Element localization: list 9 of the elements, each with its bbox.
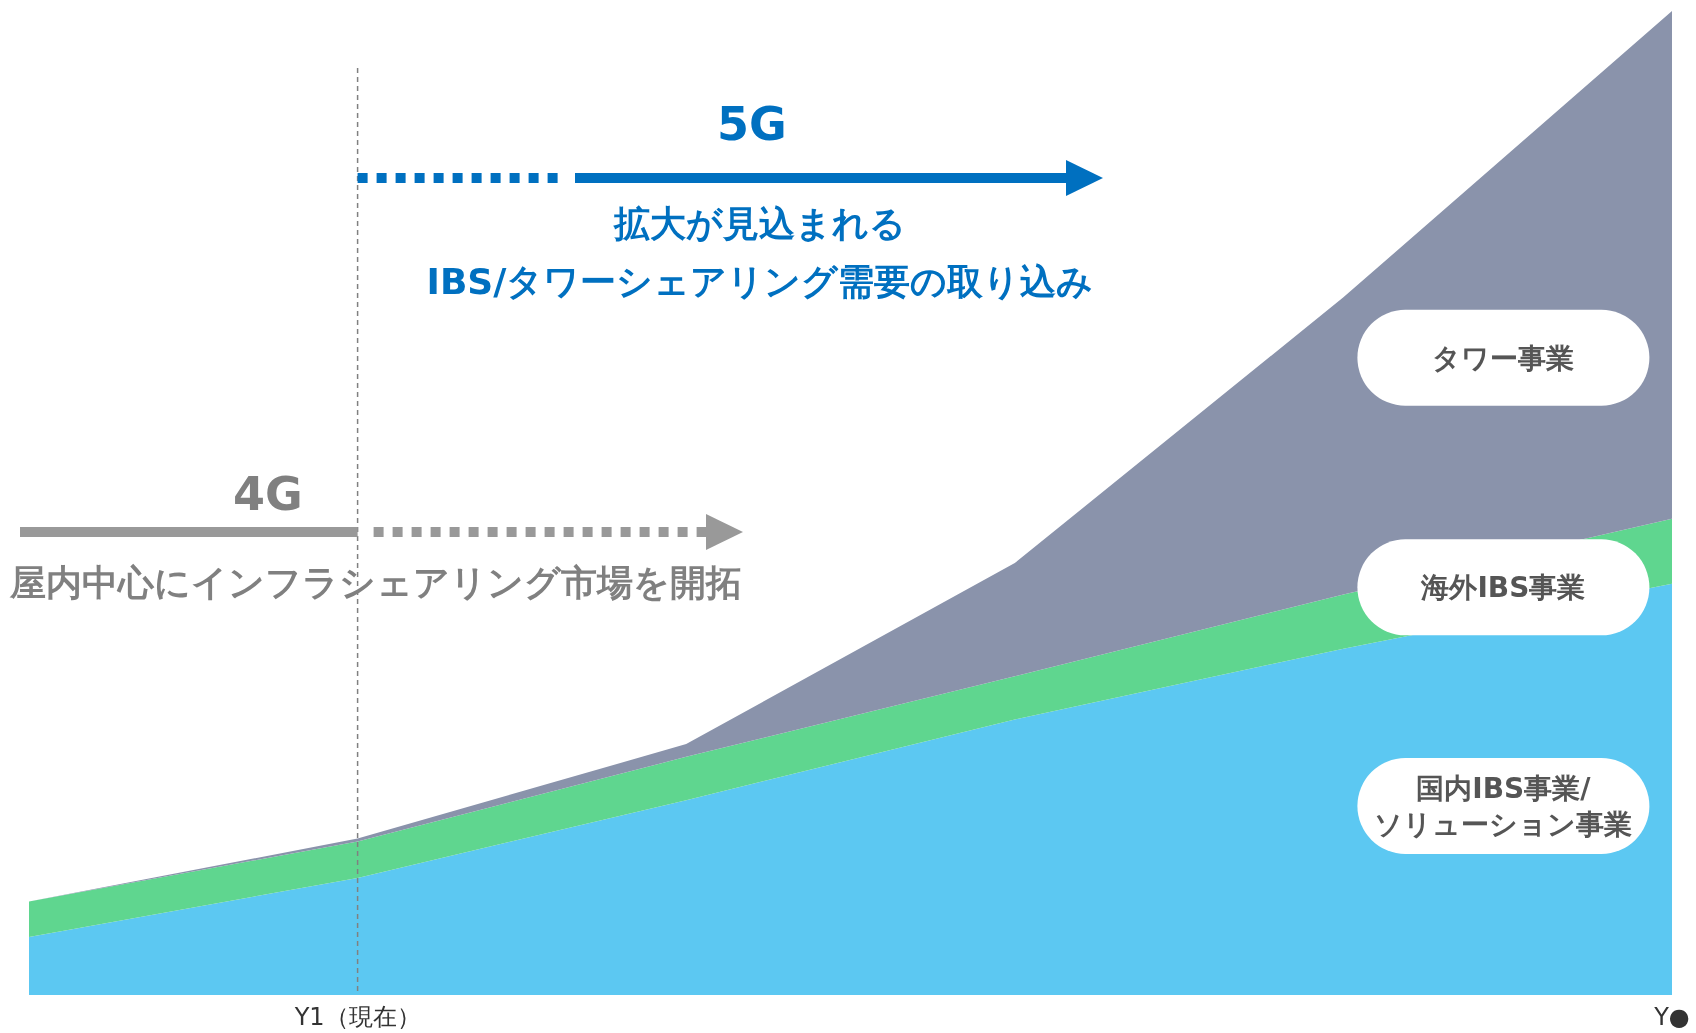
series-label: タワー事業 [1432,341,1575,375]
annotation: 4G [233,467,303,521]
annotation: 拡大が見込まれる IBS/タワーシェアリング需要の取り込み [426,203,1094,302]
x-tick-label: Y1（現在） [293,1003,421,1031]
x-tick-label: Y● [1653,1003,1690,1031]
annotation: 5G [717,97,787,151]
series-label: 国内IBS事業/ ソリューション事業 [1374,772,1633,841]
annotation: 屋内中心にインフラシェアリング市場を開拓 [9,562,742,603]
series-label: 海外IBS事業 [1420,571,1586,605]
